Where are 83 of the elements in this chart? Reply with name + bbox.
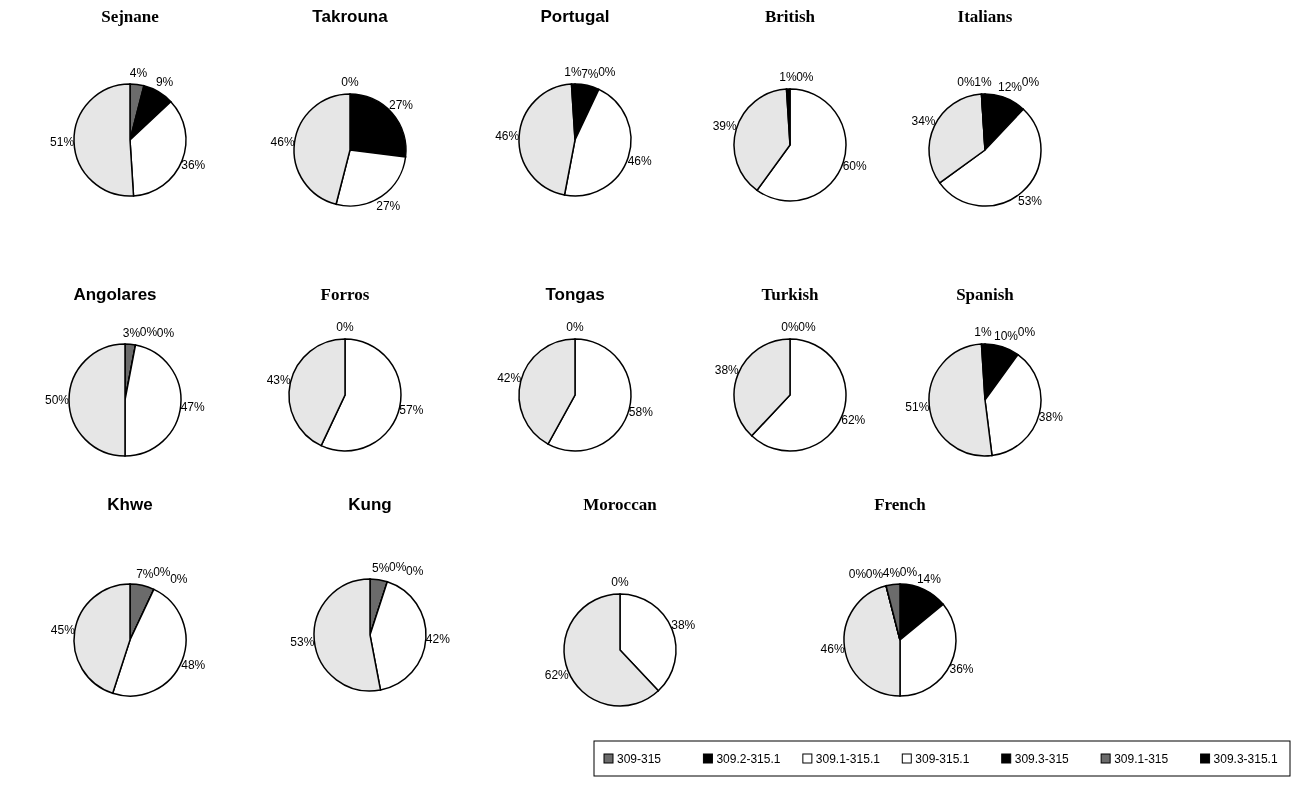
data-label: 39% [712, 119, 738, 134]
data-label: 43% [266, 373, 291, 388]
data-label: 34% [911, 114, 936, 129]
data-label: 1% [779, 70, 797, 85]
chart-title: Italians [957, 7, 1013, 26]
data-label: 51% [50, 135, 75, 150]
text: 0% [1017, 325, 1036, 340]
data-label: 38% [671, 618, 696, 633]
data-label: 1% [974, 325, 992, 340]
text: 0% [781, 320, 799, 335]
data-label: 46% [820, 641, 845, 656]
category-label: 309-315 [617, 752, 662, 766]
text: 0% [405, 563, 424, 578]
chart-title: French [874, 495, 927, 514]
data-label: 3% [122, 325, 141, 340]
text: 0% [153, 565, 171, 580]
text: 0% [156, 326, 175, 341]
text: 0% [796, 70, 814, 85]
chart-title: Forros [320, 285, 370, 304]
chart-title: Angolares [73, 285, 157, 304]
category-label: 309.1-315.1 [815, 752, 881, 766]
text: 0% [566, 320, 584, 335]
category-label: 309.3-315 [1014, 752, 1070, 766]
data-label: 38% [1038, 410, 1064, 425]
data-label: 12% [998, 79, 1023, 94]
data-label: 7% [581, 66, 599, 81]
text: 0% [957, 75, 975, 90]
data-label: 62% [544, 668, 570, 683]
text: 0% [598, 65, 616, 80]
data-label: 4% [129, 65, 148, 80]
chart-title: Turkish [761, 285, 820, 304]
chart-title: Spanish [956, 285, 1015, 304]
data-label: 5% [371, 561, 390, 576]
text: 0% [1021, 75, 1040, 90]
data-label: 1% [564, 65, 582, 80]
chart-title: Moroccan [583, 495, 658, 514]
data-label: 42% [425, 632, 451, 647]
chart-title: British [764, 7, 816, 26]
category-label: 309.2-315.1 [716, 752, 781, 766]
data-label: 27% [376, 199, 401, 214]
text: 0% [798, 320, 816, 335]
text: 0% [865, 567, 884, 582]
data-label: 57% [399, 403, 424, 418]
chart-title: Portugal [540, 7, 610, 26]
data-label: 51% [905, 399, 930, 414]
data-label: 60% [842, 159, 867, 174]
text: 0% [899, 565, 918, 580]
data-label: 4% [882, 565, 901, 580]
chart-title: Khwe [107, 495, 153, 514]
data-label: 27% [388, 98, 414, 113]
text: 0% [341, 75, 359, 90]
chart-title: Tongas [545, 285, 605, 304]
category-label: 309-315.1 [915, 752, 970, 766]
data-label: 46% [627, 154, 652, 169]
data-label: 7% [136, 566, 154, 581]
category-label: 309.1-315 [1114, 752, 1169, 766]
data-label: 9% [155, 74, 174, 89]
category-label: 309.3-315.1 [1213, 752, 1278, 766]
data-label: 62% [841, 413, 866, 428]
data-label: 48% [181, 658, 206, 673]
data-label: 46% [495, 128, 520, 143]
data-label: 42% [497, 371, 522, 386]
chart-title: Takrouna [312, 7, 389, 26]
data-label: 10% [994, 328, 1019, 343]
data-label: 45% [50, 622, 76, 637]
data-label: 36% [181, 158, 206, 173]
data-label: 1% [974, 75, 992, 90]
text: 0% [848, 567, 867, 582]
data-label: 53% [1017, 194, 1043, 209]
text: 0% [170, 571, 188, 586]
data-label: 36% [949, 662, 974, 677]
data-label: 58% [628, 405, 654, 420]
chart-title: Sejnane [101, 7, 160, 26]
data-label: 38% [714, 363, 740, 378]
text: 0% [336, 320, 354, 335]
data-label: 47% [180, 399, 206, 414]
data-label: 14% [916, 571, 942, 586]
chart-title: Kung [348, 495, 392, 514]
text: 0% [139, 325, 158, 340]
data-label: 53% [290, 634, 315, 649]
text: 0% [611, 575, 629, 590]
text: 0% [388, 560, 407, 575]
data-label: 46% [270, 134, 295, 149]
